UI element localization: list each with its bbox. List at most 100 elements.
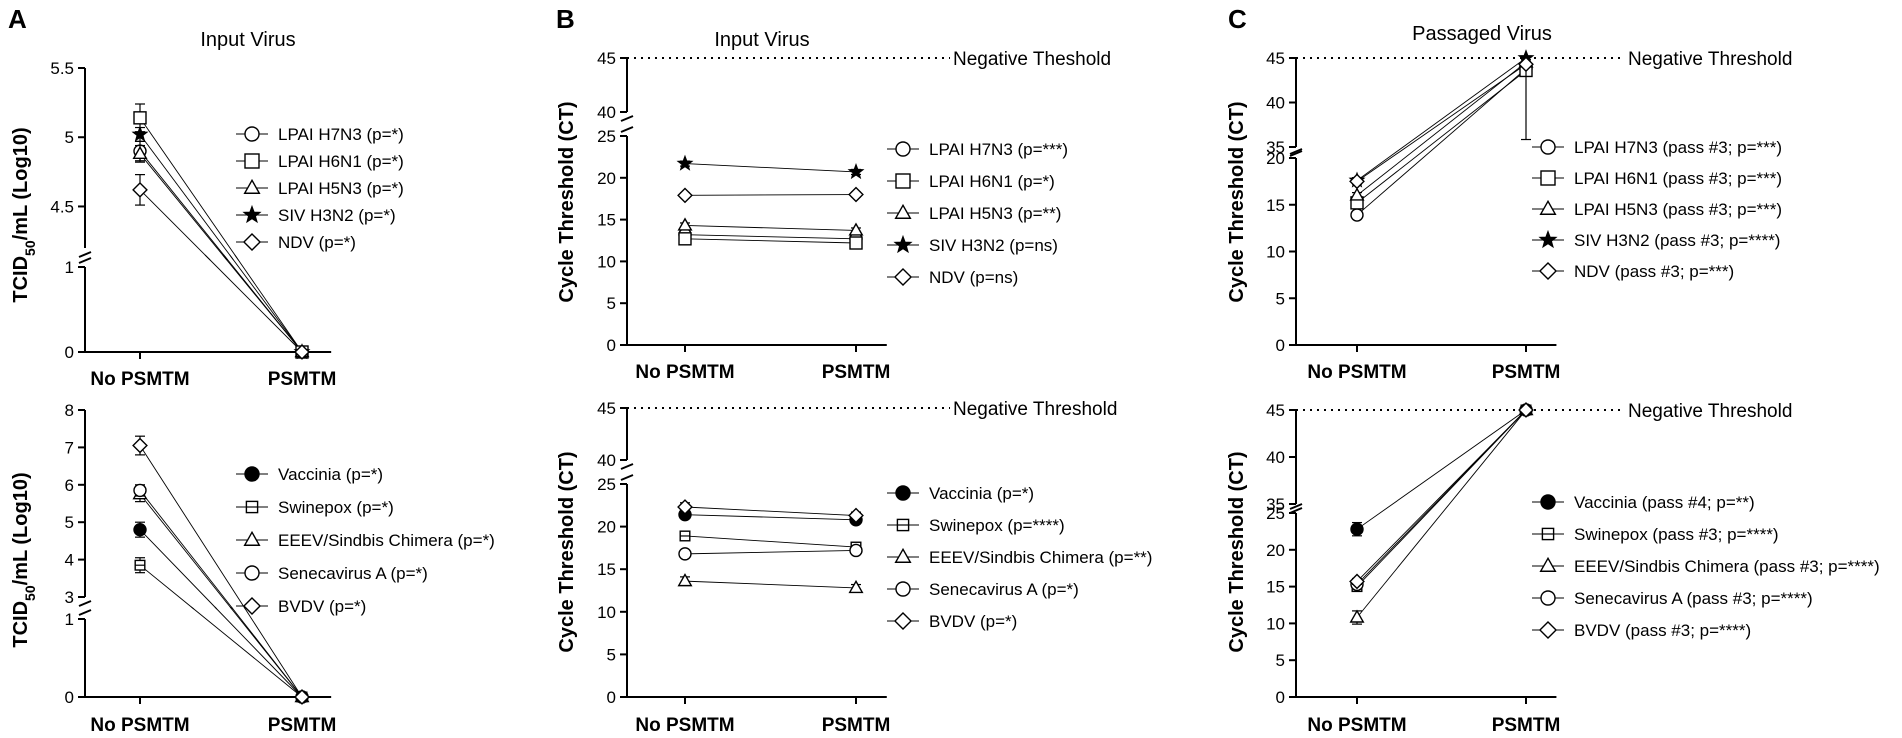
y-tick-label: 5 [65, 513, 74, 532]
legend-label: LPAI H6N1 (p=*) [278, 152, 404, 171]
data-point [132, 145, 148, 160]
series-line [1356, 62, 1527, 196]
legend-label: EEEV/Sindbis Chimera (pass #3; p=****) [1574, 557, 1880, 576]
legend-marker [1540, 494, 1556, 510]
y-tick-label: 20 [597, 169, 616, 188]
legend-item: Senecavirus A (p=*) [236, 564, 428, 583]
legend-marker [1540, 170, 1556, 186]
y-tick-label: 10 [1266, 614, 1285, 633]
y-tick-label: 45 [597, 49, 616, 68]
series-line [1356, 409, 1527, 618]
series-line [139, 117, 239, 261]
legend-label: LPAI H5N3 (pass #3; p=***) [1574, 200, 1782, 219]
data-point [1349, 609, 1365, 623]
x-tick-label: PSMTM [268, 715, 337, 736]
chart-a-top: Input Virus TCID50/mL (Log10) 0 1 4.5 5 5.5 No … [10, 29, 404, 390]
legend-item: Senecavirus A (pass #3; p=****) [1532, 589, 1813, 608]
data-point [132, 181, 148, 198]
data-point [679, 530, 691, 542]
x-tick-label: No PSMTM [635, 715, 734, 736]
series-line [139, 134, 234, 261]
series-line [1356, 63, 1527, 182]
series-line [684, 238, 857, 244]
y-tick-label: 5 [607, 645, 616, 664]
data-point [847, 163, 865, 180]
y-tick-label: 35 [1266, 138, 1285, 157]
legend-label: SIV H3N2 (pass #3; p=****) [1574, 231, 1780, 250]
data-point [1518, 402, 1534, 418]
y-tick-label: 25 [1266, 504, 1285, 523]
legend-marker [244, 153, 260, 169]
legend-label: Swinepox (pass #3; p=****) [1574, 525, 1779, 544]
legend-item: BVDV (p=*) [887, 611, 1017, 631]
legend-label: BVDV (p=*) [929, 612, 1017, 631]
series-line [684, 506, 857, 516]
legend-marker [243, 530, 261, 546]
legend-item: LPAI H7N3 (p=*) [236, 125, 404, 144]
series-line [139, 493, 233, 610]
data-point [848, 186, 864, 203]
chart-b-top: Input Virus Cycle Threshold (CT) 0 5 10 15 20 2… [556, 29, 1111, 383]
legend-marker [1540, 139, 1556, 155]
y-tick-label: 40 [597, 451, 616, 470]
legend-marker [242, 204, 262, 224]
axis-break-mark [78, 600, 92, 607]
legend-label: Senecavirus A (p=*) [278, 564, 428, 583]
data-point [849, 236, 863, 250]
legend-label: Vaccinia (pass #4; p=**) [1574, 493, 1755, 512]
y-tick-label: 5 [1276, 651, 1285, 670]
legend-label: BVDV (pass #3; p=****) [1574, 621, 1751, 640]
series-line [234, 254, 303, 353]
legend-marker [1538, 229, 1558, 249]
y-tick-label: 0 [1276, 336, 1285, 355]
y-tick-label: 20 [597, 518, 616, 537]
series-line [231, 606, 303, 698]
legend-marker [1540, 590, 1556, 606]
legend-item: LPAI H6N1 (pass #3; p=***) [1532, 169, 1782, 188]
y-tick-label: 0 [607, 688, 616, 707]
legend-label: LPAI H6N1 (p=*) [929, 172, 1055, 191]
data-point [677, 499, 693, 515]
legend-marker [245, 500, 259, 514]
legend-label: Senecavirus A (pass #3; p=****) [1574, 589, 1813, 608]
negative-threshold-label: Negative Threshold [1628, 401, 1792, 422]
y-tick-label: 15 [1266, 196, 1285, 215]
y-tick-label: 5 [1276, 289, 1285, 308]
data-point [678, 232, 692, 246]
data-point [848, 507, 864, 524]
legend-item: Vaccinia (p=*) [236, 465, 383, 484]
y-tick-label: 35 [1266, 495, 1285, 514]
series-line [243, 606, 303, 698]
y-tick-label: 1 [65, 258, 74, 277]
axis-break-mark [1289, 150, 1303, 157]
legend-item: Senecavirus A (p=*) [887, 580, 1079, 599]
y-tick-label: 15 [1266, 578, 1285, 597]
y-tick-label: 45 [597, 399, 616, 418]
data-point [134, 559, 146, 571]
legend-marker [1539, 556, 1557, 572]
legend-marker [242, 596, 262, 616]
legend-item: EEEV/Sindbis Chimera (pass #3; p=****) [1532, 556, 1880, 576]
legend-marker [895, 141, 911, 157]
y-tick-label: 25 [597, 475, 616, 494]
series-line [684, 535, 857, 548]
series-line [139, 445, 246, 610]
series-line [1356, 57, 1527, 181]
data-point [1350, 522, 1364, 536]
y-tick-label: 3 [65, 588, 74, 607]
legend-marker [242, 232, 262, 252]
y-tick-label: 0 [607, 336, 616, 355]
series-line [1356, 409, 1527, 530]
series-line [684, 225, 857, 231]
x-tick-label: No PSMTM [1307, 362, 1406, 383]
legend-label: NDV (p=ns) [929, 268, 1018, 287]
legend-item: EEEV/Sindbis Chimera (p=**) [887, 547, 1152, 567]
series-line [1356, 409, 1527, 582]
y-tick-label: 8 [65, 401, 74, 420]
axis-break-mark [1289, 507, 1303, 514]
legend-marker [244, 565, 260, 581]
legend-marker [1541, 527, 1555, 541]
y-tick-label: 25 [597, 127, 616, 146]
chart-c-top: Passaged Virus Cycle Threshold (CT) 0 5 10 15… [1226, 23, 1792, 383]
